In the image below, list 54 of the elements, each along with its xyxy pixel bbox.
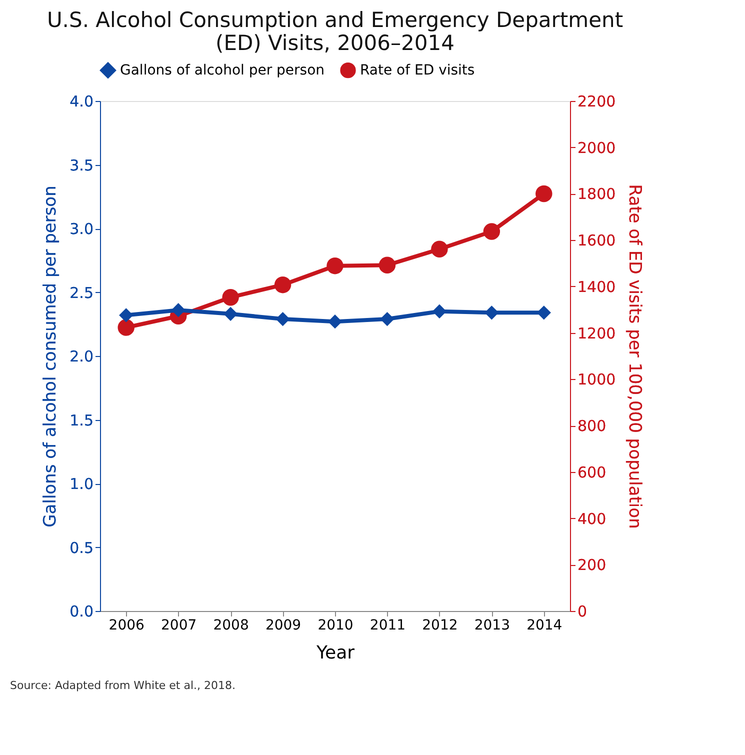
x-tick-label: 2013 — [474, 618, 510, 634]
y-tick-label: 3.0 — [70, 220, 94, 238]
point — [484, 306, 499, 320]
point — [171, 303, 186, 318]
x-tick-label: 2008 — [213, 618, 249, 634]
legend-label: Rate of ED visits — [360, 62, 475, 78]
x-axis-title: Year — [315, 642, 356, 664]
x-tick-label: 2011 — [370, 618, 406, 634]
point — [483, 223, 500, 240]
point — [119, 308, 134, 322]
legend-label: Gallons of alcohol per person — [120, 62, 325, 78]
y-tick-label: 2.5 — [70, 284, 94, 302]
x-tick-label: 2010 — [318, 618, 354, 634]
x-tick-label: 2006 — [108, 618, 145, 634]
y-tick-label: 1.5 — [70, 411, 94, 430]
x-tick-label: 2014 — [526, 618, 562, 634]
y-tick-label: 2.0 — [70, 348, 94, 366]
point — [276, 312, 290, 326]
point — [274, 276, 292, 294]
y2-tick-label: 200 — [578, 556, 606, 574]
point — [536, 306, 551, 320]
source-note: Source: Adapted from White et al., 2018. — [10, 679, 236, 692]
y-tick-label: 0.0 — [70, 602, 94, 620]
y2-tick-label: 1800 — [578, 185, 616, 204]
point — [378, 256, 396, 274]
point — [380, 312, 394, 326]
point — [222, 289, 239, 306]
y2-tick-label: 1400 — [578, 278, 616, 296]
point — [536, 185, 552, 202]
chart-title: U.S. Alcohol Consumption and Emergency Department (ED) Visits, 2006–2014 — [46, 8, 624, 55]
point — [118, 319, 134, 336]
y2-tick-label: 400 — [578, 510, 606, 528]
point — [223, 306, 238, 321]
y2-tick-label: 1200 — [578, 324, 616, 342]
y2-tick-label: 600 — [578, 463, 606, 482]
y2-tick-label: 1600 — [578, 232, 616, 250]
y2-axis-title: Rate of ED visits per 100,000 population — [624, 184, 645, 529]
y-axis-title: Gallons of alcohol consumed per person — [40, 186, 61, 528]
y-tick-label: 3.5 — [70, 156, 94, 174]
point — [326, 257, 344, 274]
y2-tick-label: 0 — [578, 602, 588, 620]
y-tick-label: 4.0 — [70, 92, 94, 110]
point — [431, 240, 448, 258]
y2-tick-label: 1000 — [578, 370, 616, 389]
y-tick-label: 0.5 — [70, 538, 94, 557]
y2-tick-label: 800 — [578, 417, 606, 436]
y-tick-label: 1.0 — [70, 475, 94, 493]
y2-tick-label: 2200 — [578, 92, 616, 110]
point — [328, 314, 342, 329]
x-tick-label: 2007 — [161, 618, 197, 634]
x-tick-label: 2012 — [422, 618, 458, 634]
point — [432, 304, 447, 318]
x-tick-label: 2009 — [265, 618, 302, 634]
y2-tick-label: 2000 — [578, 138, 616, 157]
